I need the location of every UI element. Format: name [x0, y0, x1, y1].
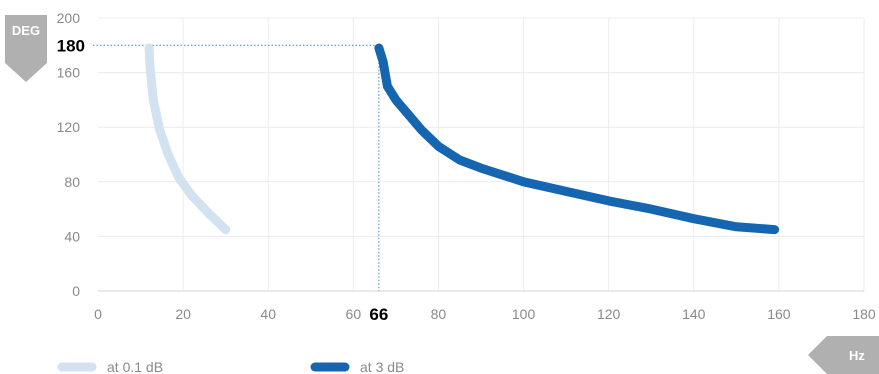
y-tick-label: 200	[57, 10, 81, 26]
x-tick-label: 100	[512, 306, 536, 322]
y-unit-label: DEG	[12, 23, 40, 38]
y-tick-label: 160	[57, 65, 81, 81]
legend-label-1: at 0.1 dB	[107, 359, 163, 374]
x-unit-label: Hz	[849, 348, 865, 363]
grid	[98, 17, 865, 291]
y-marker-label: 180	[57, 36, 85, 55]
y-unit-shape	[5, 15, 47, 82]
x-tick-label: 120	[597, 306, 621, 322]
x-tick-label: 160	[767, 306, 791, 322]
x-tick-label: 40	[260, 306, 276, 322]
y-tick-labels: 0 40 80 120 160 200	[57, 10, 81, 299]
series-line-2	[374, 43, 780, 235]
y-unit-badge: DEG	[5, 15, 47, 82]
legend-label-2: at 3 dB	[360, 359, 404, 374]
y-tick-label: 80	[64, 174, 80, 190]
x-unit-shape	[808, 336, 879, 374]
x-tick-label: 60	[346, 306, 362, 322]
x-tick-label: 20	[175, 306, 191, 322]
x-tick-label: 180	[852, 306, 876, 322]
legend: at 0.1 dB at 3 dB	[57, 359, 404, 374]
x-tick-label: 140	[682, 306, 706, 322]
y-tick-label: 0	[72, 283, 80, 299]
x-tick-label: 0	[94, 306, 102, 322]
y-tick-label: 120	[57, 119, 81, 135]
x-marker-label: 66	[369, 305, 388, 324]
series-line-1	[144, 43, 231, 235]
series-lines	[144, 43, 780, 235]
x-unit-badge: Hz	[808, 336, 879, 374]
x-tick-labels: 0 20 40 60 80 100 120 140 160 180	[94, 306, 876, 322]
x-tick-label: 80	[431, 306, 447, 322]
y-tick-label: 40	[64, 228, 80, 244]
markers	[93, 44, 380, 291]
